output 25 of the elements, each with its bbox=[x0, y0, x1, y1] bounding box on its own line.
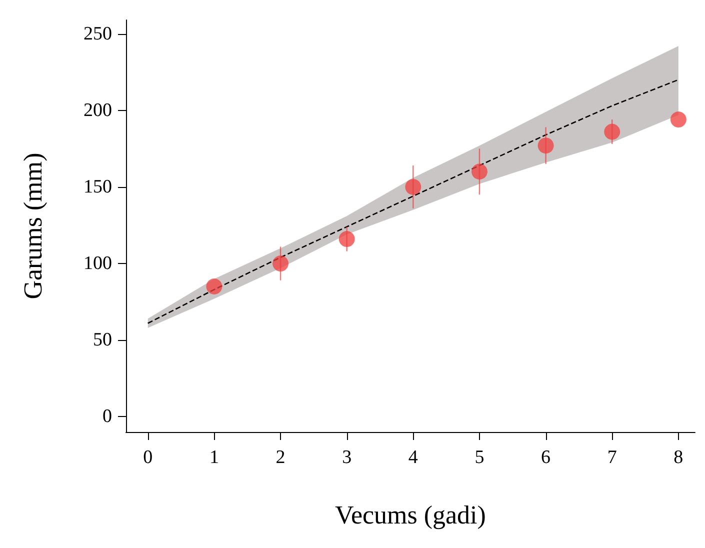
x-tick-label: 1 bbox=[209, 447, 219, 468]
point bbox=[206, 278, 222, 294]
point bbox=[405, 178, 422, 195]
y-tick-label: 100 bbox=[84, 253, 112, 274]
x-tick-label: 4 bbox=[408, 447, 418, 468]
x-tick-label: 6 bbox=[541, 447, 551, 468]
point bbox=[538, 138, 554, 154]
y-tick-label: 150 bbox=[84, 176, 112, 198]
y-tick-label: 50 bbox=[93, 330, 112, 351]
y-tick-label: 250 bbox=[84, 23, 112, 44]
x-tick-label: 3 bbox=[342, 447, 352, 468]
point bbox=[338, 231, 355, 248]
y-tick-label: 0 bbox=[102, 406, 112, 428]
point bbox=[670, 112, 686, 128]
x-tick-label: 5 bbox=[474, 447, 484, 468]
x-tick-label: 7 bbox=[607, 447, 617, 468]
y-tick-label: 200 bbox=[84, 100, 112, 121]
x-tick-label: 2 bbox=[276, 447, 286, 468]
x-axis-title: Vecums (gadi) bbox=[335, 500, 486, 530]
point bbox=[272, 256, 289, 272]
x-tick-label: 8 bbox=[674, 447, 684, 468]
point bbox=[471, 164, 488, 180]
x-tick-label: 0 bbox=[143, 447, 153, 468]
y-axis-title: Garums (mm) bbox=[18, 152, 48, 300]
point bbox=[604, 124, 620, 140]
